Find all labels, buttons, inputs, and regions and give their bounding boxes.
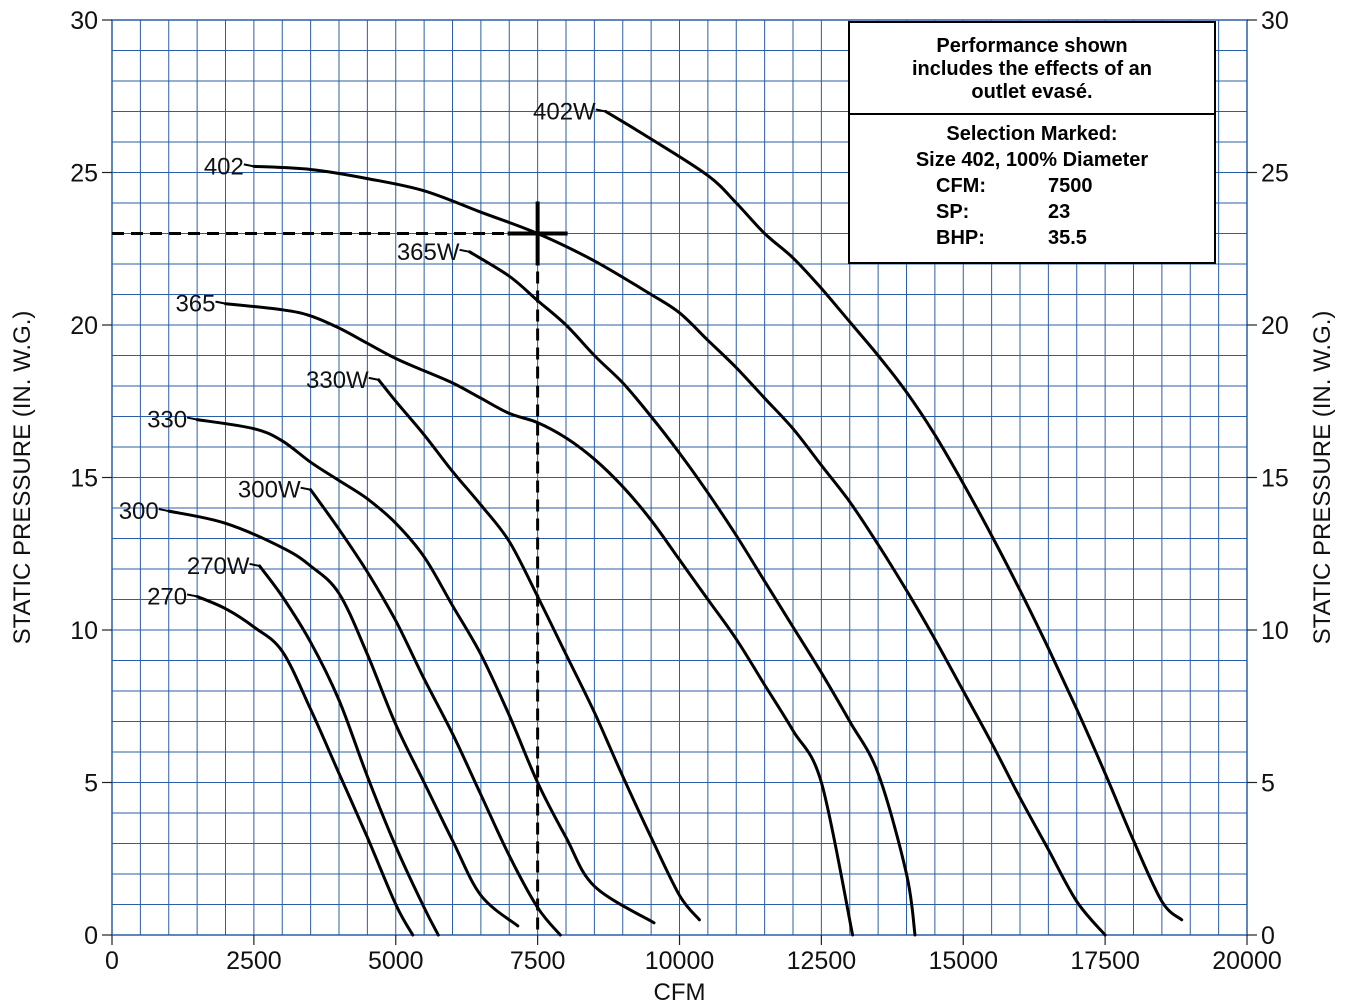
fan-curves [167,110,1184,937]
curve-label-leader [158,508,169,513]
y-tick-label-right: 30 [1261,7,1289,35]
y-tick-label-right: 10 [1261,617,1289,645]
x-tick-label: 0 [105,947,119,975]
curve-label: 365W [397,239,460,266]
curve-label: 402W [533,99,596,126]
y-tick-label-right: 20 [1261,312,1289,340]
selection-subtitle: Size 402, 100% Diameter [915,149,1149,171]
selection-details: Selection Marked: Size 402, 100% Diamete… [850,115,1214,251]
fan-curve-402w [604,110,1184,922]
selection-row-sp: SP: 23 [850,199,1214,225]
fan-curve-330 [195,418,656,925]
x-tick-label: 15000 [928,947,998,975]
y-tick-label-left: 5 [84,770,98,798]
selection-key: BHP: [936,227,985,249]
selection-note-box: Performance shown includes the effects o… [848,21,1216,264]
selection-title: Selection Marked: [946,123,1118,145]
curve-label: 330W [306,367,369,394]
x-tick-label: 20000 [1212,947,1282,975]
y-tick-label-left: 20 [70,312,98,340]
y-tick-label-right: 15 [1261,465,1289,493]
x-tick-label: 7500 [510,947,566,975]
curve-label-leader [595,108,606,113]
selection-key: SP: [936,201,970,223]
curve-label: 330 [147,407,187,434]
y-tick-label-left: 15 [70,465,98,493]
curve-label: 300W [238,477,301,504]
selection-key: CFM: [936,175,986,197]
y-tick-label-left: 0 [84,922,98,950]
curve-label-leader [459,248,470,253]
fan-curve-365 [224,302,855,937]
x-axis-title: CFM [654,979,706,1004]
selection-row-cfm: CFM: 7500 [850,173,1214,199]
selection-value: 23 [1048,201,1071,223]
x-tick-label: 5000 [368,947,424,975]
fan-curve-300w [309,488,562,937]
curve-label-leader [300,486,311,491]
y-tick-label-right: 5 [1261,770,1275,798]
y-axis-title-left: STATIC PRESSURE (IN. W.G.) [9,311,36,645]
curve-label-leader [243,163,255,168]
curve-label: 270 [147,583,187,610]
fan-curve-330w [377,378,701,922]
selection-row-bhp: BHP: 35.5 [850,225,1214,251]
y-tick-label-left: 30 [70,7,98,35]
curve-label-leader [186,593,198,598]
curve-label: 365 [175,291,215,318]
x-tick-labels: 0 2500 5000 7500 10000 12500 15000 17500 20000 [105,935,1282,975]
curve-label-leader [186,416,198,421]
y-axis-title-right: STATIC PRESSURE (IN. W.G.) [1309,311,1336,645]
x-tick-label: 10000 [645,947,715,975]
y-tick-label-right: 0 [1261,922,1275,950]
x-tick-label: 2500 [226,947,282,975]
curve-label-leader [215,300,226,305]
performance-note-line: outlet evasé. [971,81,1093,103]
performance-note: Performance shown includes the effects o… [850,23,1214,115]
selection-value: 35.5 [1048,227,1087,249]
curve-label-leader [249,562,260,567]
performance-note-line: Performance shown [936,35,1128,57]
fan-curve-365w [468,250,917,937]
fan-curve-270w [258,564,440,937]
curve-label: 300 [119,498,159,525]
selection-marker [112,201,568,935]
fan-curve-300 [167,509,520,928]
y-tick-label-left: 25 [70,160,98,188]
y-tick-labels: 0 0 5 5 10 10 15 15 20 20 25 25 30 30 [70,7,1289,950]
fan-curve-402 [252,164,1107,937]
y-tick-label-left: 10 [70,617,98,645]
curve-label: 402 [204,153,244,180]
grid [111,19,1248,936]
curve-label: 270W [187,553,250,580]
y-tick-label-right: 25 [1261,160,1289,188]
curve-label-leader [368,376,379,381]
selection-value: 7500 [1048,175,1093,197]
performance-note-line: includes the effects of an [911,58,1153,80]
fan-curve-270 [195,595,415,937]
x-tick-label: 17500 [1070,947,1140,975]
x-tick-label: 12500 [787,947,857,975]
